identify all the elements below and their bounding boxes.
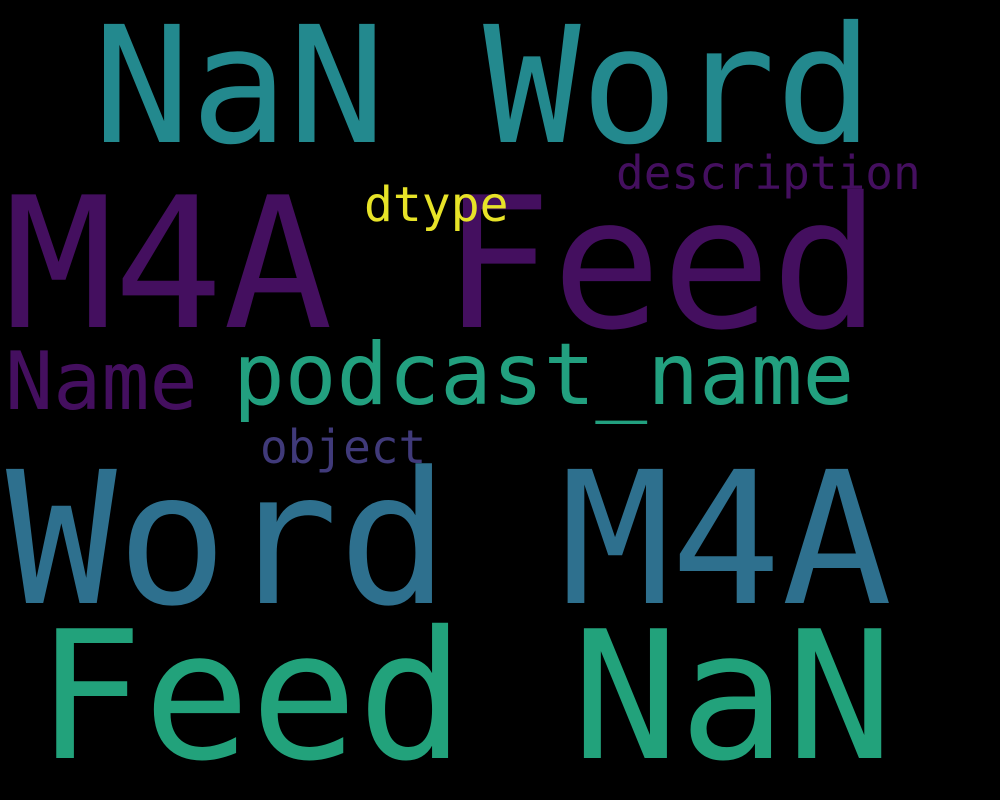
word-feed-nan: Feed NaN	[36, 593, 894, 800]
word-description: description	[616, 146, 921, 200]
word-m4a-feed: M4A Feed	[4, 158, 881, 370]
word-nan-word: NaN Word	[93, 0, 874, 181]
word-name: Name	[5, 335, 198, 428]
word-object: object	[260, 420, 427, 474]
word-dtype: dtype	[364, 177, 509, 233]
word-word-m4a: Word M4A	[6, 433, 893, 647]
word-podcast-name: podcast_name	[233, 325, 855, 425]
